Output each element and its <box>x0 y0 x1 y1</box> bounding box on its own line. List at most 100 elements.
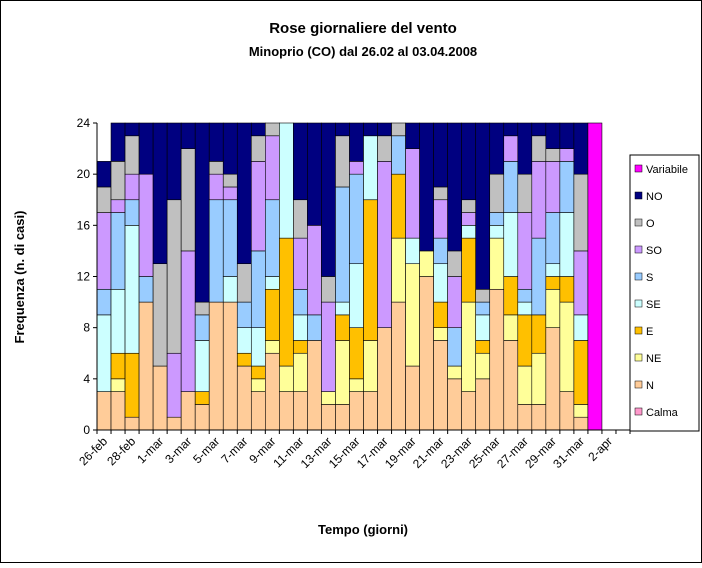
legend-swatch <box>634 164 643 173</box>
bar-segment <box>363 135 378 201</box>
bar-segment <box>377 122 392 137</box>
bar-segment <box>208 301 224 431</box>
bar-segment <box>208 122 224 162</box>
bar-segment <box>335 135 350 188</box>
bar-segment <box>250 378 266 392</box>
bar-segment <box>180 122 196 149</box>
bar-segment <box>250 391 266 431</box>
bar-segment <box>503 161 519 213</box>
bar-segment <box>250 161 266 252</box>
bar-segment <box>517 301 533 316</box>
bar-segment <box>559 276 575 303</box>
y-tick-label: 20 <box>77 167 91 181</box>
bar-segment <box>489 288 505 431</box>
bar-segment <box>110 378 126 392</box>
bar-segment <box>194 340 210 392</box>
bar-segment <box>307 314 322 341</box>
bar-segment <box>321 301 336 392</box>
legend-label: SO <box>646 245 662 257</box>
bar-segment <box>138 276 154 303</box>
bar-segment <box>166 122 182 201</box>
bar-segment <box>433 327 448 341</box>
bar-segment <box>180 148 196 252</box>
bar-segment <box>419 250 434 277</box>
bar-segment <box>194 314 210 341</box>
bar-segment <box>517 122 533 175</box>
chart-title: Rose giornaliere del vento <box>269 20 457 37</box>
bar-segment <box>293 391 308 431</box>
bar-segment <box>208 199 224 303</box>
legend-label: Variabile <box>646 164 688 176</box>
bar-segment <box>573 173 589 252</box>
bar-segment <box>419 122 434 252</box>
bar-segment <box>222 199 238 277</box>
bar-segment <box>152 263 168 367</box>
legend-swatch <box>634 326 643 335</box>
bar-segment <box>335 122 350 137</box>
bar-segment <box>293 352 308 392</box>
bar-segment <box>124 135 140 175</box>
bar-segment <box>96 288 112 316</box>
bar-segment <box>489 212 505 226</box>
bar-segment <box>503 314 519 341</box>
bar-segment <box>110 391 126 431</box>
bar-segment <box>96 186 112 213</box>
bar-segment <box>503 276 519 316</box>
bar-segment <box>222 276 238 303</box>
bar-segment <box>279 237 294 367</box>
bar-segment <box>447 276 462 328</box>
bar-segment <box>349 391 364 431</box>
bar-segment <box>124 225 140 354</box>
bar-segment <box>377 161 392 328</box>
y-tick-label: 12 <box>77 270 91 284</box>
bar-segment <box>559 148 575 162</box>
bar-segment <box>433 122 448 188</box>
bar-segment <box>405 122 420 149</box>
bar-segment <box>335 186 350 303</box>
bar-segment <box>517 288 533 303</box>
bar-segment <box>250 327 266 367</box>
bar-segment <box>265 135 280 201</box>
bar-segment <box>461 301 477 392</box>
bar-segment <box>293 288 308 316</box>
bar-segment <box>517 404 533 431</box>
bar-segment <box>531 135 547 162</box>
bar-segment <box>475 288 491 303</box>
bar-segment <box>531 237 547 316</box>
bar-segment <box>96 161 112 188</box>
bar-segment <box>222 301 238 431</box>
bar-segment <box>166 416 182 431</box>
bar-segment <box>405 148 420 239</box>
y-axis-title: Frequenza (n. di casi) <box>12 211 27 344</box>
bar-segment <box>265 199 280 277</box>
bar-segment <box>124 173 140 201</box>
bar-segment <box>265 122 280 137</box>
bar-segment <box>545 327 561 431</box>
y-tick-label: 4 <box>83 372 90 386</box>
bar-segment <box>545 263 561 277</box>
legend-label: NE <box>646 353 661 365</box>
bar-segment <box>265 288 280 341</box>
y-tick-label: 0 <box>83 423 90 437</box>
bar-segment <box>138 301 154 431</box>
bar-segment <box>447 378 462 431</box>
bar-segment <box>349 161 364 175</box>
bar-segment <box>194 122 210 303</box>
bar-segment <box>573 416 589 431</box>
bar-segment <box>503 122 519 137</box>
bar-segment <box>433 199 448 239</box>
bar-segment <box>461 237 477 303</box>
bar-segment <box>321 404 336 431</box>
bar-segment <box>363 340 378 392</box>
legend-swatch <box>634 299 643 308</box>
bar-segment <box>222 186 238 201</box>
legend-label: SE <box>646 299 661 311</box>
bar-segment <box>279 391 294 431</box>
bar-segment <box>545 276 561 290</box>
bar-segment <box>138 173 154 277</box>
bar-segment <box>321 276 336 303</box>
legend-swatch <box>634 191 643 200</box>
bar-segment <box>250 365 266 380</box>
bar-segment <box>545 122 561 149</box>
